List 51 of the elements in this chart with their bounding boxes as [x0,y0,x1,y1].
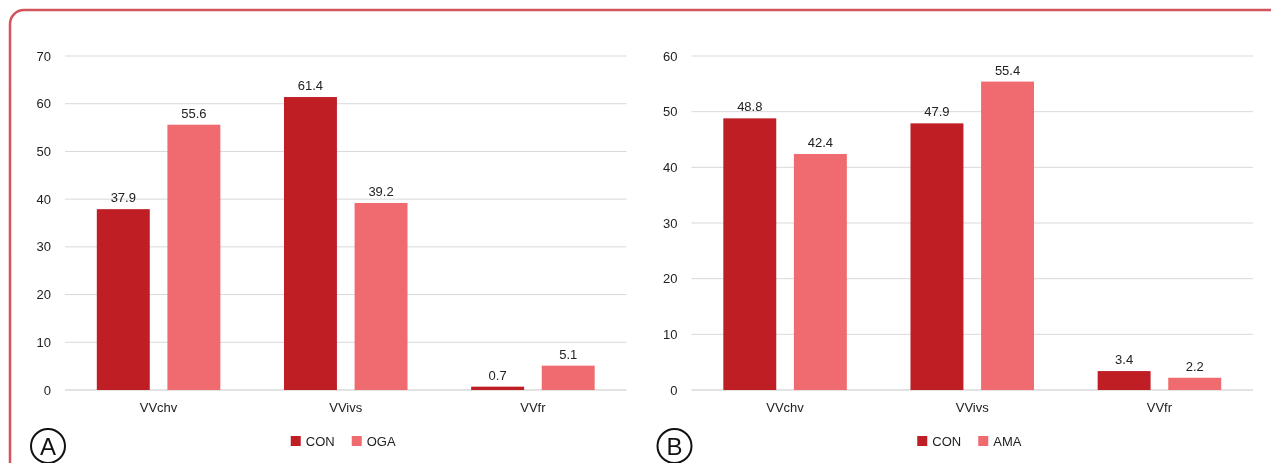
text: A [39,432,57,460]
x-tick-label: VVfr [520,400,547,415]
bar [283,97,337,390]
x-tick-label: VVchv [139,400,178,415]
y-tick-label: 10 [663,326,678,342]
x-tick-label: VVivs [955,400,990,415]
y-tick-label: 40 [36,191,51,207]
bar [793,153,847,390]
data-label: 5.1 [559,346,578,362]
y-tick-label: 30 [663,215,678,231]
y-tick-label: 50 [663,104,678,120]
y-tick-label: 30 [36,239,51,255]
data-label: 61.4 [297,78,324,94]
y-tick-label: 70 [36,48,51,64]
y-tick-label: 40 [663,159,678,175]
y-tick-label: 60 [663,48,678,64]
data-label: 48.8 [737,99,763,115]
data-label: 39.2 [368,183,394,199]
data-label: 55.6 [181,105,207,121]
y-tick-label: 20 [36,287,51,303]
data-label: 55.4 [994,62,1021,78]
bar [167,124,221,390]
legend-label: AMA [993,433,1022,449]
data-label: 0.7 [488,367,507,383]
bar [541,365,595,390]
data-label: 3.4 [1115,352,1134,368]
text: B [666,432,683,460]
y-tick-label: 20 [663,271,678,287]
data-label: 42.4 [807,134,834,150]
bar [1097,371,1151,390]
data-label: 2.2 [1185,358,1204,374]
y-tick-label: 0 [670,382,678,398]
data-label: 47.9 [924,104,950,120]
bar [1168,377,1222,390]
y-tick-label: 10 [36,334,51,350]
x-tick-label: VVfr [1146,400,1173,415]
y-tick-label: 60 [36,96,51,112]
bar [723,118,777,390]
legend-label: CON [932,433,962,449]
y-tick-label: 50 [36,143,51,159]
bar [471,386,525,390]
bar [910,123,964,390]
x-tick-label: VVchv [766,400,805,415]
bar [354,202,408,390]
x-tick-label: VVivs [329,400,363,415]
bar [96,209,150,390]
bar [981,81,1035,390]
legend-label: CON [305,433,335,449]
legend-label: OGA [366,433,396,449]
y-tick-label: 0 [43,382,51,398]
data-label: 37.9 [110,190,136,206]
